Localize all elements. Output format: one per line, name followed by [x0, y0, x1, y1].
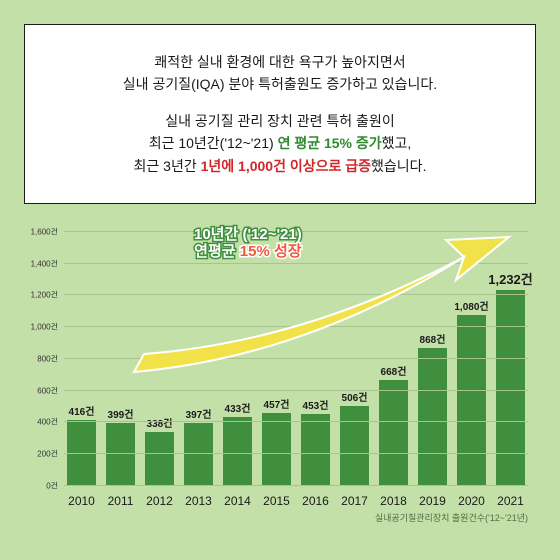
x-tick-label: 2021	[493, 494, 528, 508]
x-tick-label: 2011	[103, 494, 138, 508]
p2-line3-post: 했습니다.	[371, 158, 426, 174]
bar-slot: 399건	[103, 423, 138, 486]
paragraph-1: 쾌적한 실내 환경에 대한 욕구가 높아지면서 실내 공기질(IQA) 분야 특…	[45, 51, 515, 96]
p1-line1: 쾌적한 실내 환경에 대한 욕구가 높아지면서	[154, 54, 405, 70]
plot-area: 10년간 ('12~'21) 연평균 15% 성장 416건399건338건39…	[64, 232, 528, 486]
grid-line	[64, 390, 528, 391]
bar-value-label: 457건	[264, 396, 290, 411]
annot-line2-b: 15% 성장	[240, 243, 302, 260]
bar-slot: 1,080건	[454, 315, 489, 486]
grid-line	[64, 294, 528, 295]
annot-line2-a: 연평균	[194, 243, 240, 260]
p2-line2-highlight: 연 평균 15% 증가	[278, 135, 382, 151]
bar	[262, 413, 292, 486]
bar	[496, 290, 526, 486]
y-tick-label: 800건	[37, 353, 58, 364]
bar-value-label: 1,232건	[488, 269, 533, 288]
p2-line3-pre: 최근 3년간	[134, 158, 201, 174]
x-tick-label: 2010	[64, 494, 99, 508]
x-tick-label: 2014	[220, 494, 255, 508]
grid-line	[64, 421, 528, 422]
y-tick-label: 1,600건	[31, 226, 58, 237]
x-tick-label: 2016	[298, 494, 333, 508]
bar-value-label: 668건	[381, 363, 407, 378]
bar-value-label: 433건	[225, 400, 251, 415]
p2-line3-highlight: 1년에 1,000건 이상으로 급증	[201, 158, 371, 174]
bar-slot: 453건	[298, 414, 333, 486]
bar-slot: 668건	[376, 380, 411, 486]
bar-value-label: 397건	[186, 406, 212, 421]
bar-slot: 338건	[142, 432, 177, 486]
y-tick-label: 600건	[37, 385, 58, 396]
grid-line	[64, 263, 528, 264]
bar-value-label: 416건	[69, 403, 95, 418]
bar	[184, 423, 214, 486]
bar	[145, 432, 175, 486]
grid-line	[64, 453, 528, 454]
bar-slot: 1,232건	[493, 290, 528, 486]
p2-line2-post: 했고,	[382, 135, 412, 151]
bar-slot: 457건	[259, 413, 294, 486]
grid-line	[64, 358, 528, 359]
y-tick-label: 1,000건	[31, 322, 58, 333]
x-tick-label: 2013	[181, 494, 216, 508]
bar	[379, 380, 409, 486]
bar-chart: 0건200건400건600건800건1,000건1,200건1,400건1,60…	[24, 232, 536, 522]
bar-value-label: 868건	[420, 331, 446, 346]
bar-value-label: 453건	[303, 397, 329, 412]
y-tick-label: 1,400건	[31, 258, 58, 269]
y-tick-label: 400건	[37, 417, 58, 428]
grid-line	[64, 485, 528, 486]
x-axis-labels: 2010 2011 2012 2013 2014 2015 2016 2017 2018 2019…	[64, 494, 528, 508]
p2-line1: 실내 공기질 관리 장치 관련 특허 출원이	[165, 113, 394, 129]
x-tick-label: 2015	[259, 494, 294, 508]
grid-line	[64, 326, 528, 327]
bar-slot: 868건	[415, 348, 450, 486]
bar-value-label: 399건	[108, 406, 134, 421]
p1-line2: 실내 공기질(IQA) 분야 특허출원도 증가하고 있습니다.	[123, 76, 437, 92]
info-text-box: 쾌적한 실내 환경에 대한 욕구가 높아지면서 실내 공기질(IQA) 분야 특…	[24, 24, 536, 204]
y-axis: 0건200건400건600건800건1,000건1,200건1,400건1,60…	[24, 232, 60, 486]
bar-value-label: 506건	[342, 389, 368, 404]
x-tick-label: 2017	[337, 494, 372, 508]
bar-slot: 506건	[337, 406, 372, 486]
bar	[223, 417, 253, 486]
y-tick-label: 1,200건	[31, 290, 58, 301]
y-tick-label: 200건	[37, 449, 58, 460]
chart-annotation: 10년간 ('12~'21) 연평균 15% 성장	[194, 226, 302, 262]
annot-line2: 연평균 15% 성장	[194, 243, 302, 262]
p2-line2-pre: 최근 10년간('12~'21)	[149, 135, 278, 151]
y-tick-label: 0건	[46, 480, 58, 491]
x-tick-label: 2020	[454, 494, 489, 508]
bar-slot: 397건	[181, 423, 216, 486]
bars-container: 416건399건338건397건433건457건453건506건668건868건…	[64, 232, 528, 486]
x-tick-label: 2012	[142, 494, 177, 508]
bar	[301, 414, 331, 486]
bar	[340, 406, 370, 486]
x-tick-label: 2019	[415, 494, 450, 508]
bar-value-label: 1,080건	[454, 298, 488, 313]
bar	[457, 315, 487, 486]
bar-value-label: 338건	[147, 415, 173, 430]
bar	[418, 348, 448, 486]
chart-caption: 실내공기질관리장치 출원건수('12~'21년)	[375, 511, 528, 524]
x-tick-label: 2018	[376, 494, 411, 508]
bar	[106, 423, 136, 486]
bar-slot: 433건	[220, 417, 255, 486]
paragraph-2: 실내 공기질 관리 장치 관련 특허 출원이 최근 10년간('12~'21) …	[45, 110, 515, 177]
